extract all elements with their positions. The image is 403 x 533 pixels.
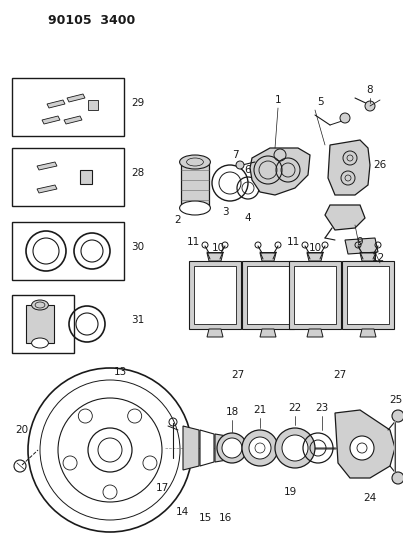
Text: 19: 19 bbox=[283, 487, 297, 497]
Polygon shape bbox=[215, 434, 227, 462]
Ellipse shape bbox=[31, 300, 48, 310]
Circle shape bbox=[365, 101, 375, 111]
Text: 21: 21 bbox=[253, 405, 267, 415]
Polygon shape bbox=[64, 116, 82, 124]
Text: 30: 30 bbox=[131, 242, 145, 252]
Polygon shape bbox=[250, 148, 310, 195]
Bar bbox=[347, 266, 389, 324]
Text: 27: 27 bbox=[333, 370, 347, 380]
Circle shape bbox=[275, 428, 315, 468]
Polygon shape bbox=[37, 185, 57, 193]
Text: 22: 22 bbox=[289, 403, 301, 413]
Text: 11: 11 bbox=[287, 237, 299, 247]
Text: 12: 12 bbox=[372, 253, 384, 263]
Bar bbox=[194, 266, 236, 324]
Text: 90105  3400: 90105 3400 bbox=[48, 14, 135, 27]
Text: 10: 10 bbox=[308, 243, 322, 253]
Text: 3: 3 bbox=[222, 207, 229, 217]
Text: 11: 11 bbox=[186, 237, 199, 247]
Circle shape bbox=[282, 435, 308, 461]
Circle shape bbox=[340, 113, 350, 123]
Bar bbox=[342, 261, 394, 329]
Ellipse shape bbox=[180, 155, 210, 169]
Text: 8: 8 bbox=[367, 85, 373, 95]
Bar bbox=[26, 305, 54, 343]
Text: 5: 5 bbox=[317, 97, 323, 107]
Text: 27: 27 bbox=[231, 370, 245, 380]
Polygon shape bbox=[207, 253, 223, 261]
Text: 9: 9 bbox=[357, 237, 364, 247]
Text: 4: 4 bbox=[245, 213, 251, 223]
Text: 31: 31 bbox=[131, 315, 145, 325]
Circle shape bbox=[392, 472, 403, 484]
Text: 20: 20 bbox=[15, 425, 29, 435]
Polygon shape bbox=[360, 329, 376, 337]
Bar bbox=[242, 261, 294, 329]
Polygon shape bbox=[307, 329, 323, 337]
Circle shape bbox=[249, 437, 271, 459]
Text: 13: 13 bbox=[113, 367, 127, 377]
Polygon shape bbox=[37, 162, 57, 170]
Text: 14: 14 bbox=[175, 507, 189, 517]
Polygon shape bbox=[325, 205, 365, 230]
Polygon shape bbox=[42, 116, 60, 124]
Ellipse shape bbox=[180, 201, 210, 215]
Bar bbox=[289, 261, 341, 329]
Bar bbox=[12, 222, 124, 280]
Text: 6: 6 bbox=[245, 165, 251, 175]
Bar bbox=[88, 100, 98, 110]
Circle shape bbox=[222, 438, 242, 458]
Bar bbox=[189, 261, 241, 329]
Text: 15: 15 bbox=[198, 513, 212, 523]
Circle shape bbox=[350, 436, 374, 460]
Polygon shape bbox=[307, 253, 323, 261]
Text: 16: 16 bbox=[218, 513, 232, 523]
Polygon shape bbox=[47, 100, 65, 108]
Text: 28: 28 bbox=[131, 168, 145, 178]
Polygon shape bbox=[328, 140, 370, 195]
Text: 24: 24 bbox=[364, 493, 377, 503]
Text: 18: 18 bbox=[225, 407, 239, 417]
Text: 7: 7 bbox=[232, 150, 238, 160]
Polygon shape bbox=[183, 426, 199, 470]
Bar bbox=[12, 148, 124, 206]
Text: 2: 2 bbox=[174, 215, 181, 225]
Bar bbox=[294, 266, 336, 324]
Circle shape bbox=[242, 430, 278, 466]
Polygon shape bbox=[67, 94, 85, 102]
Polygon shape bbox=[360, 253, 376, 261]
Polygon shape bbox=[345, 238, 378, 254]
Bar bbox=[12, 78, 124, 136]
Ellipse shape bbox=[217, 433, 247, 463]
Bar bbox=[12, 295, 74, 353]
Text: 10: 10 bbox=[212, 243, 224, 253]
Circle shape bbox=[392, 410, 403, 422]
Bar bbox=[80, 170, 92, 184]
Polygon shape bbox=[260, 329, 276, 337]
Polygon shape bbox=[200, 430, 214, 466]
Ellipse shape bbox=[31, 338, 48, 348]
Polygon shape bbox=[260, 253, 276, 261]
Circle shape bbox=[236, 161, 244, 169]
Text: 23: 23 bbox=[316, 403, 328, 413]
Text: 29: 29 bbox=[131, 98, 145, 108]
Bar bbox=[181, 162, 209, 208]
Text: 25: 25 bbox=[389, 395, 403, 405]
Polygon shape bbox=[207, 329, 223, 337]
Text: 17: 17 bbox=[156, 483, 168, 493]
Text: 1: 1 bbox=[275, 95, 281, 105]
Text: 26: 26 bbox=[373, 160, 386, 170]
Polygon shape bbox=[335, 410, 395, 478]
Bar bbox=[247, 266, 289, 324]
